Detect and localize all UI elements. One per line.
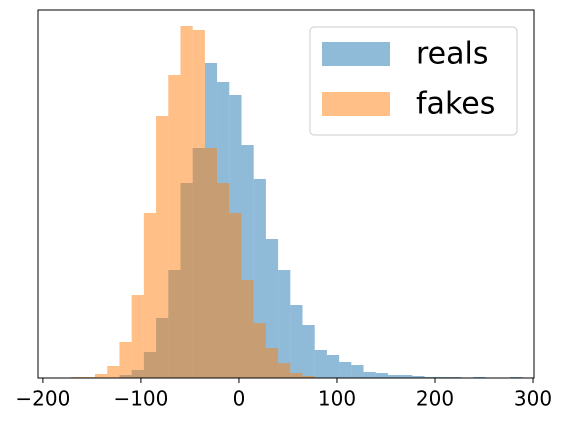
histogram-bar <box>204 148 218 378</box>
histogram-bar <box>278 363 291 378</box>
histogram-bar <box>375 373 388 378</box>
x-tick-label: 0 <box>233 387 246 411</box>
histogram-bar <box>387 375 401 378</box>
histogram-bar <box>156 116 169 378</box>
x-tick-label: 300 <box>514 387 552 411</box>
x-tick-label: −200 <box>15 387 70 411</box>
x-tick-label: −100 <box>113 387 168 411</box>
histogram-bar <box>253 323 266 378</box>
histogram-bar <box>290 373 303 378</box>
histogram-bar <box>217 183 230 378</box>
histogram-bar <box>168 75 181 378</box>
histogram-bar <box>192 30 205 378</box>
legend-swatch <box>322 42 390 66</box>
histogram-bar <box>143 213 157 378</box>
histogram-bar <box>241 280 254 378</box>
legend-swatch <box>322 92 390 116</box>
histogram-bar <box>400 375 413 378</box>
histogram-bar <box>326 355 340 378</box>
plot-frame <box>37 9 535 379</box>
histogram-bar <box>278 270 291 378</box>
histogram-bar <box>363 372 376 378</box>
histogram-bar <box>95 374 108 378</box>
histogram-bar <box>265 348 279 378</box>
histogram-bar <box>107 366 120 378</box>
histogram-bar <box>290 305 303 378</box>
histogram-bar <box>131 295 144 378</box>
histogram-bar <box>314 350 327 378</box>
x-tick-label: 200 <box>416 387 454 411</box>
histogram-bar <box>180 26 193 378</box>
legend-label: fakes <box>416 87 495 122</box>
legend-label: reals <box>416 37 488 72</box>
histogram-bar <box>351 365 364 378</box>
histogram-bar <box>302 325 315 378</box>
histogram-bar <box>229 213 242 378</box>
histogram-bar <box>302 376 315 378</box>
histogram-bar <box>412 376 425 378</box>
histogram-bar <box>119 342 132 378</box>
histogram-bar <box>265 239 279 378</box>
histogram-bar <box>339 362 352 378</box>
x-tick-label: 100 <box>318 387 356 411</box>
